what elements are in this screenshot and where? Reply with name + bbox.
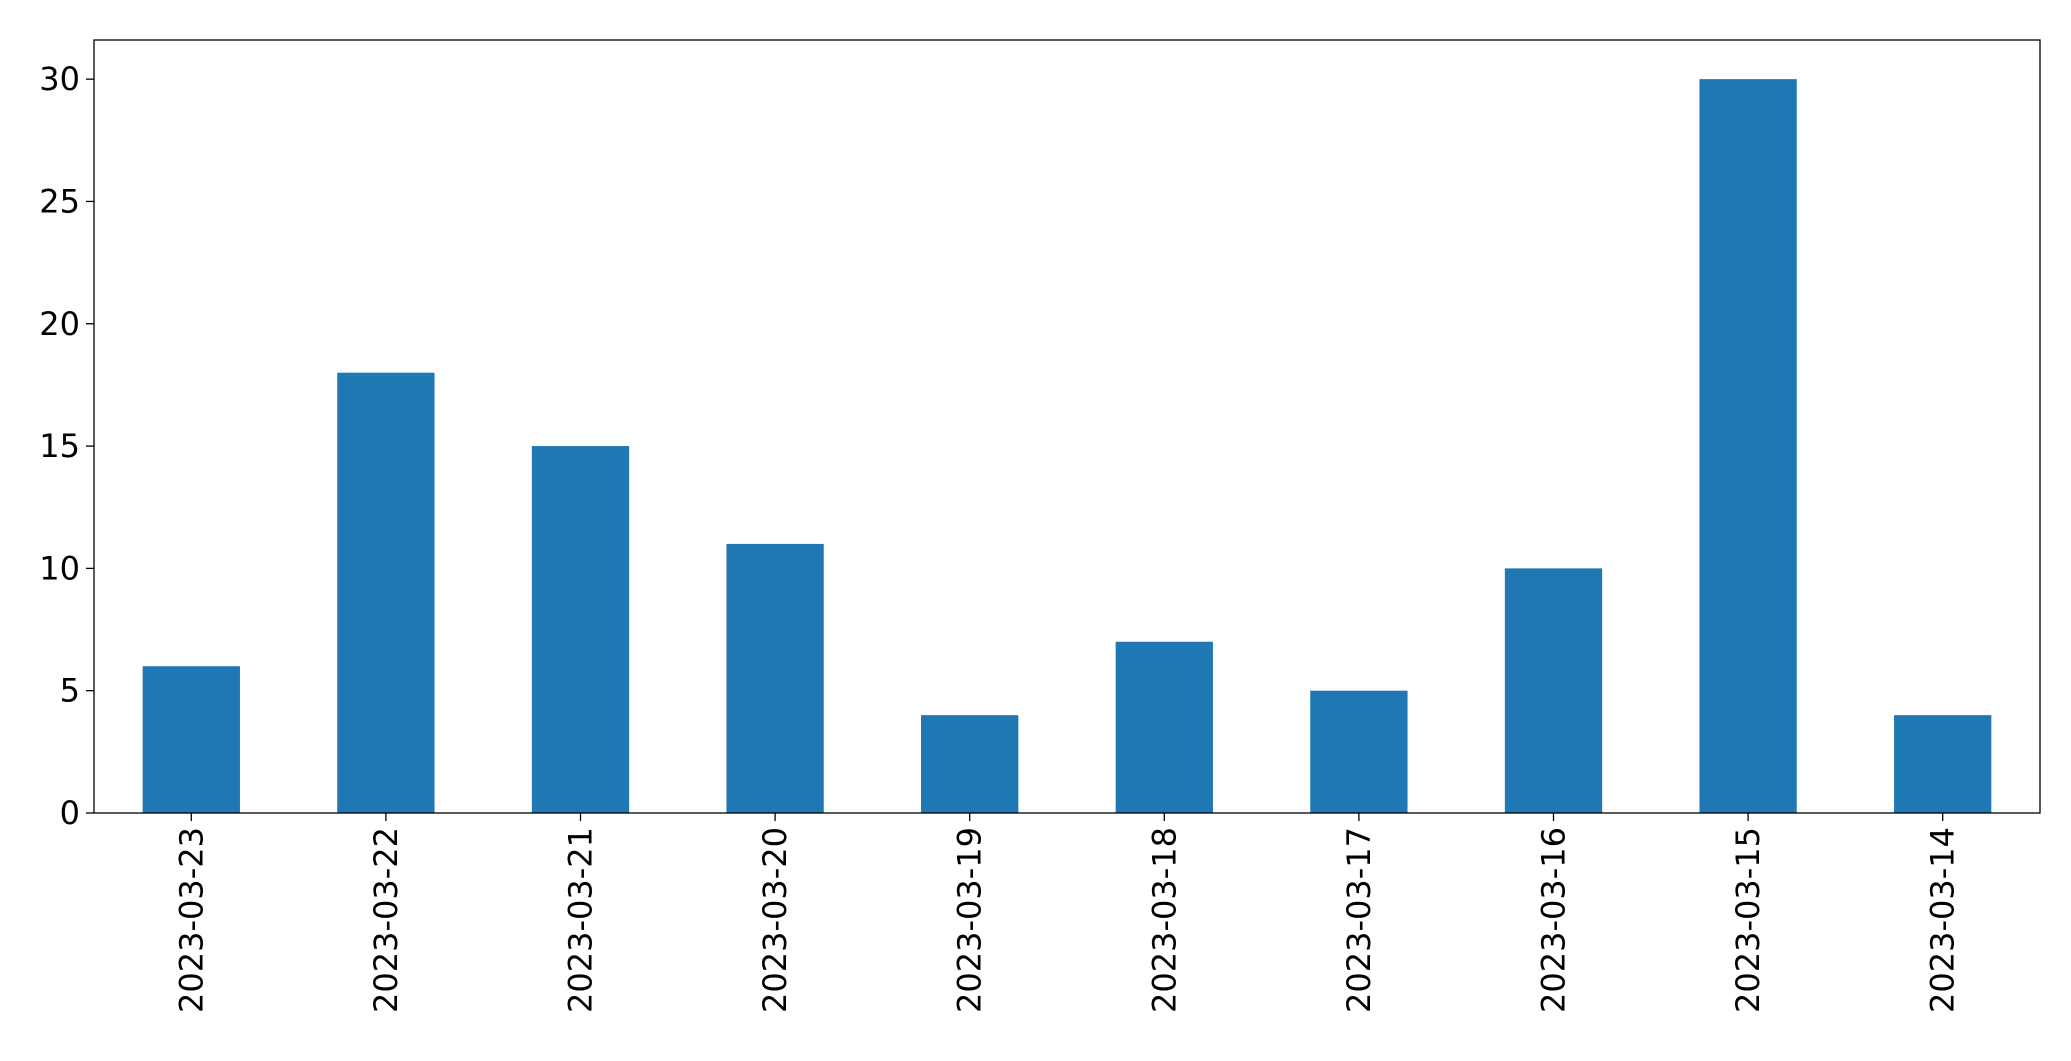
x-tick-label: 2023-03-21 xyxy=(562,827,600,1013)
y-tick-label: 15 xyxy=(39,427,80,465)
bar-2023-03-14 xyxy=(1894,715,1992,813)
y-tick-label: 20 xyxy=(39,305,80,343)
x-tick-label: 2023-03-15 xyxy=(1729,827,1767,1013)
y-tick-label: 0 xyxy=(60,794,80,832)
x-axis: 2023-03-23 2023-03-22 2023-03-21 2023-03-20… xyxy=(172,813,1962,1013)
plot-area-frame xyxy=(93,39,2041,814)
bar-2023-03-16 xyxy=(1504,568,1603,813)
x-tick-label: 2023-03-18 xyxy=(1145,827,1183,1013)
bar-2023-03-18 xyxy=(1115,641,1213,813)
x-tick-label: 2023-03-17 xyxy=(1340,827,1378,1013)
x-tick-label: 2023-03-16 xyxy=(1535,827,1573,1013)
x-tick-label: 2023-03-20 xyxy=(756,827,794,1013)
y-tick-label: 5 xyxy=(60,672,80,710)
x-tick-label: 2023-03-23 xyxy=(172,827,210,1013)
y-tick-label: 10 xyxy=(39,549,80,587)
bar-2023-03-17 xyxy=(1310,690,1408,813)
bar-2023-03-23 xyxy=(142,666,240,813)
bar-2023-03-21 xyxy=(531,446,630,813)
y-tick-label: 25 xyxy=(39,182,80,220)
y-tick-label: 30 xyxy=(39,60,80,98)
bar-2023-03-22 xyxy=(337,372,435,813)
x-tick-label: 2023-03-14 xyxy=(1924,827,1962,1013)
x-tick-label: 2023-03-19 xyxy=(951,827,989,1013)
y-axis: 0 5 10 15 20 25 30 xyxy=(39,60,94,832)
bar-2023-03-20 xyxy=(726,543,824,813)
bar-2023-03-15 xyxy=(1699,79,1797,814)
bar-2023-03-19 xyxy=(921,715,1019,813)
x-tick-label: 2023-03-22 xyxy=(367,827,405,1013)
bars-group xyxy=(142,79,1992,814)
